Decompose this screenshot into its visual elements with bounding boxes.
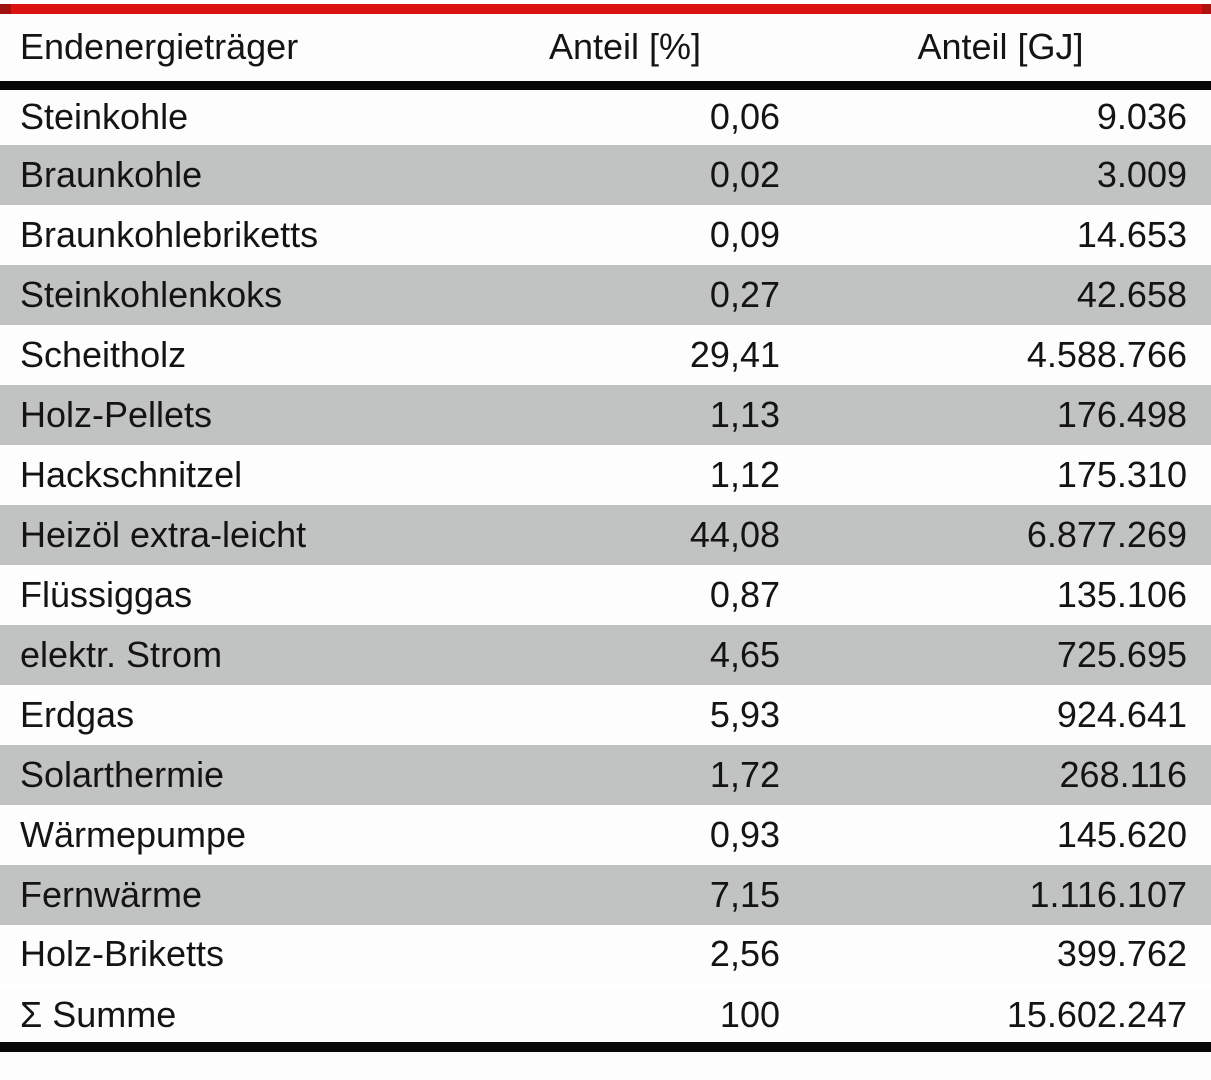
row-label: Solarthermie: [0, 745, 460, 805]
energy-carriers-table: Endenergieträger Anteil [%] Anteil [GJ] …: [0, 14, 1211, 1052]
total-label: Σ Summe: [0, 982, 460, 1052]
row-gj: 145.620: [1056, 814, 1187, 855]
table-row: elektr. Strom 4,65 725.695: [0, 625, 1211, 685]
row-label: Braunkohlebriketts: [20, 214, 319, 255]
row-gj: 3.009: [790, 145, 1211, 205]
row-percent: 5,93: [709, 694, 780, 735]
row-label: Holz-Briketts: [0, 925, 460, 988]
row-percent: 29,41: [689, 334, 780, 375]
row-percent: 0,02: [460, 145, 790, 205]
row-gj: 9.036: [1096, 96, 1187, 138]
table-row: Wärmepumpe 0,93 145.620: [0, 805, 1211, 865]
column-header-percent: Anteil [%]: [460, 14, 790, 90]
row-percent: 1,13: [460, 385, 790, 445]
table-row: Fernwärme 7,15 1.116.107: [0, 865, 1211, 925]
table-body: Steinkohle 0,06 9.036 Braunkohle 0,02 3.…: [0, 85, 1211, 988]
table-header: Endenergieträger Anteil [%] Anteil [GJ]: [0, 14, 1211, 90]
total-percent: 100: [460, 982, 790, 1052]
row-gj: 399.762: [790, 925, 1211, 988]
total-gj: 15.602.247: [790, 982, 1211, 1052]
row-label: Scheitholz: [20, 334, 187, 375]
column-header-carrier: Endenergieträger: [0, 14, 460, 90]
row-label: Erdgas: [20, 694, 135, 735]
row-gj: 725.695: [790, 625, 1211, 685]
row-label: Heizöl extra-leicht: [0, 505, 460, 565]
row-gj: 4.588.766: [1026, 334, 1187, 375]
row-label: Flüssiggas: [20, 574, 193, 615]
row-gj: 175.310: [1056, 454, 1187, 495]
row-gj: 135.106: [1056, 574, 1187, 615]
table-footer: Σ Summe 100 15.602.247: [0, 982, 1211, 1052]
table-row: Steinkohlenkoks 0,27 42.658: [0, 265, 1211, 325]
row-percent: 4,65: [460, 625, 790, 685]
table-row: Braunkohle 0,02 3.009: [0, 145, 1211, 205]
row-label: Steinkohle: [20, 96, 189, 138]
row-gj: 14.653: [1076, 214, 1187, 255]
table-row: Flüssiggas 0,87 135.106: [0, 565, 1211, 625]
row-percent: 0,09: [709, 214, 780, 255]
table-row: Erdgas 5,93 924.641: [0, 685, 1211, 745]
row-percent: 7,15: [460, 865, 790, 925]
row-label: Fernwärme: [0, 865, 460, 925]
red-accent-bar: [0, 4, 1211, 14]
row-percent: 1,12: [709, 454, 780, 495]
table-row: Scheitholz 29,41 4.588.766: [0, 325, 1211, 385]
table-row: Braunkohlebriketts 0,09 14.653: [0, 205, 1211, 265]
row-gj: 268.116: [790, 745, 1211, 805]
row-gj: 924.641: [1056, 694, 1187, 735]
row-label: Braunkohle: [0, 145, 460, 205]
row-percent: 0,93: [709, 814, 780, 855]
row-label: Steinkohlenkoks: [0, 265, 460, 325]
row-label: Wärmepumpe: [20, 814, 247, 855]
table-row: Heizöl extra-leicht 44,08 6.877.269: [0, 505, 1211, 565]
row-label: Hackschnitzel: [20, 454, 243, 495]
table-row: Holz-Pellets 1,13 176.498: [0, 385, 1211, 445]
column-header-gj: Anteil [GJ]: [790, 14, 1211, 90]
row-percent: 44,08: [460, 505, 790, 565]
row-percent: 1,72: [460, 745, 790, 805]
header-row: Endenergieträger Anteil [%] Anteil [GJ]: [0, 14, 1211, 90]
total-row: Σ Summe 100 15.602.247: [0, 982, 1211, 1052]
row-gj: 6.877.269: [790, 505, 1211, 565]
row-label: Holz-Pellets: [0, 385, 460, 445]
row-gj: 176.498: [790, 385, 1211, 445]
table-row: Holz-Briketts 2,56 399.762: [0, 925, 1211, 988]
row-percent: 0,27: [460, 265, 790, 325]
row-gj: 42.658: [790, 265, 1211, 325]
table-row: Hackschnitzel 1,12 175.310: [0, 445, 1211, 505]
table-row: Steinkohle 0,06 9.036: [0, 85, 1211, 145]
table-row: Solarthermie 1,72 268.116: [0, 745, 1211, 805]
row-label: elektr. Strom: [0, 625, 460, 685]
row-gj: 1.116.107: [790, 865, 1211, 925]
row-percent: 0,87: [709, 574, 780, 615]
row-percent: 2,56: [460, 925, 790, 988]
row-percent: 0,06: [709, 96, 780, 138]
